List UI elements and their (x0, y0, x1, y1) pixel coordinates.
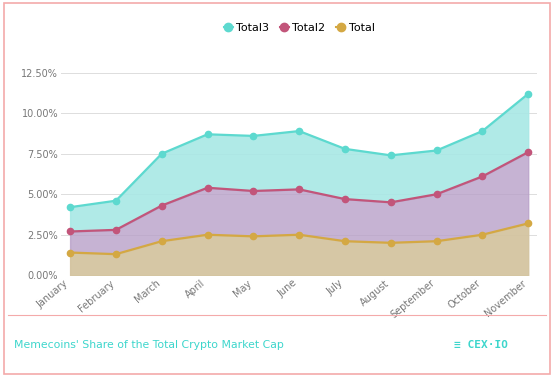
Legend: Total3, Total2, Total: Total3, Total2, Total (219, 18, 379, 37)
Text: ≡ CEX·IO: ≡ CEX·IO (454, 340, 508, 350)
Text: Memecoins' Share of the Total Crypto Market Cap: Memecoins' Share of the Total Crypto Mar… (14, 340, 284, 350)
